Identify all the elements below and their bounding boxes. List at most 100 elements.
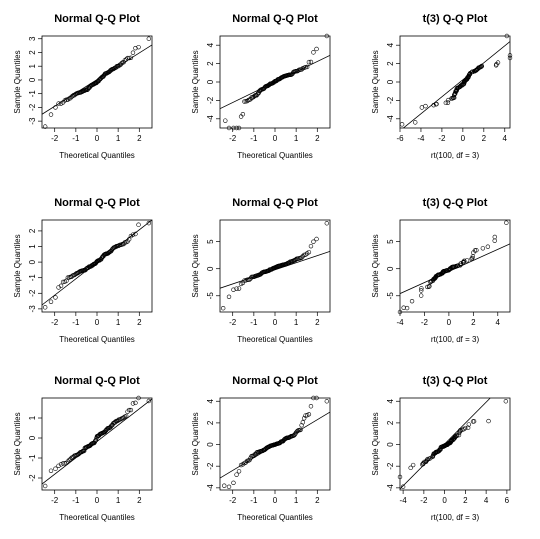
data-point <box>463 425 468 431</box>
data-point <box>48 468 54 473</box>
x-tick-label: -2 <box>421 318 429 327</box>
x-axis-label: rt(100, df = 3) <box>431 513 480 522</box>
data-point <box>296 68 301 73</box>
data-point <box>298 427 303 433</box>
data-point <box>244 98 250 104</box>
y-tick-label: -2 <box>386 462 395 470</box>
data-point <box>507 55 513 61</box>
data-point <box>485 244 491 249</box>
x-tick-label: 2 <box>463 496 468 505</box>
data-point <box>466 422 472 427</box>
panel-title: Normal Q-Q Plot <box>54 375 140 387</box>
x-tick-label: -4 <box>396 318 404 327</box>
y-tick-label: -2 <box>28 474 37 482</box>
panel-3: t(3) Q-Q Plot -6 -4 -2 0 2 4 -4 -2 0 2 4 rt(100, df … <box>371 13 513 160</box>
x-axis-label: Theoretical Quantiles <box>237 513 313 522</box>
x-tick-label: 4 <box>484 496 489 505</box>
data-point <box>399 122 405 127</box>
panel-9: t(3) Q-Q Plot -4 -2 0 2 4 6 -4 -2 0 2 4 rt(100, df =… <box>371 375 511 522</box>
data-point <box>136 44 141 50</box>
data-point <box>58 283 64 289</box>
data-point <box>231 125 236 131</box>
data-point <box>324 221 330 226</box>
data-points <box>399 33 513 127</box>
x-tick-label: -1 <box>250 496 258 505</box>
plot-frame <box>399 219 511 313</box>
y-tick-label: -4 <box>386 484 395 492</box>
reference-line <box>220 54 330 110</box>
reference-line <box>42 398 152 485</box>
data-point <box>427 283 432 289</box>
y-tick-label: -1 <box>28 274 37 282</box>
data-point <box>119 61 124 66</box>
data-point <box>474 248 479 253</box>
data-point <box>220 306 226 311</box>
y-tick-label: 2 <box>28 228 37 233</box>
data-point <box>48 112 54 117</box>
data-point <box>410 462 416 468</box>
y-axis-label: Sample Quantiles <box>13 412 22 475</box>
y-axis-label: Sample Quantiles <box>371 234 380 297</box>
data-point <box>454 432 460 438</box>
data-point <box>128 407 134 413</box>
data-point <box>451 95 457 100</box>
data-point <box>311 395 316 401</box>
y-tick-label: 2 <box>206 61 215 66</box>
data-point <box>60 461 66 466</box>
y-axis-label: Sample Quantiles <box>371 50 380 113</box>
panel-2: Normal Q-Q Plot -2 -1 0 1 2 -4 -2 0 2 4 Theoretical… <box>191 13 331 160</box>
data-point <box>471 250 476 255</box>
y-tick-label: -1 <box>28 454 37 462</box>
panel-title: Normal Q-Q Plot <box>232 197 318 209</box>
x-tick-label: 0 <box>95 318 100 327</box>
data-point <box>408 465 413 471</box>
panel-title: t(3) Q-Q Plot <box>423 197 488 209</box>
data-point <box>130 401 136 406</box>
y-tick-label: 2 <box>386 61 395 66</box>
y-tick-label: 1 <box>28 415 37 420</box>
reference-line <box>42 44 152 115</box>
x-tick-label: -1 <box>72 496 80 505</box>
data-point <box>226 125 232 131</box>
data-point <box>504 33 510 39</box>
y-tick-label: -4 <box>386 115 395 123</box>
x-tick-label: 0 <box>442 496 447 505</box>
data-point <box>234 472 239 477</box>
data-point <box>419 288 424 293</box>
data-point <box>503 399 509 404</box>
reference-line <box>220 251 330 289</box>
y-axis-label: Sample Quantiles <box>191 234 200 297</box>
y-tick-label: 0 <box>386 442 395 447</box>
y-tick-label: 0 <box>206 79 215 84</box>
panel-title: Normal Q-Q Plot <box>232 375 318 387</box>
panel-5: Normal Q-Q Plot -2 -1 0 1 2 -5 0 5 Theoretical Qu… <box>191 197 331 344</box>
x-tick-label: -2 <box>51 318 59 327</box>
reference-line <box>42 220 152 306</box>
x-tick-label: -6 <box>396 134 404 143</box>
y-tick-label: 0 <box>28 435 37 440</box>
data-point <box>314 236 319 242</box>
y-tick-label: 4 <box>206 42 215 47</box>
data-point <box>56 463 61 468</box>
data-point <box>53 466 58 471</box>
data-point <box>234 125 239 131</box>
x-tick-label: 0 <box>273 134 278 143</box>
data-point <box>308 243 314 249</box>
y-tick-label: 0 <box>386 266 395 271</box>
data-point <box>507 53 513 58</box>
reference-line <box>220 411 330 479</box>
data-point <box>240 112 246 117</box>
x-tick-label: 4 <box>496 318 501 327</box>
x-tick-label: -1 <box>250 134 258 143</box>
x-tick-label: 1 <box>116 496 121 505</box>
x-tick-label: 0 <box>447 318 452 327</box>
y-tick-label: 5 <box>386 239 395 244</box>
panel-7: Normal Q-Q Plot -2 -1 0 1 2 -2 -1 0 1 Theoretical … <box>13 375 153 522</box>
data-point <box>471 419 477 424</box>
x-tick-label: 0 <box>273 318 278 327</box>
data-point <box>400 484 406 489</box>
panel-title: t(3) Q-Q Plot <box>423 13 488 25</box>
x-tick-label: 1 <box>294 496 299 505</box>
x-tick-label: -2 <box>51 134 59 143</box>
data-point <box>146 220 152 226</box>
